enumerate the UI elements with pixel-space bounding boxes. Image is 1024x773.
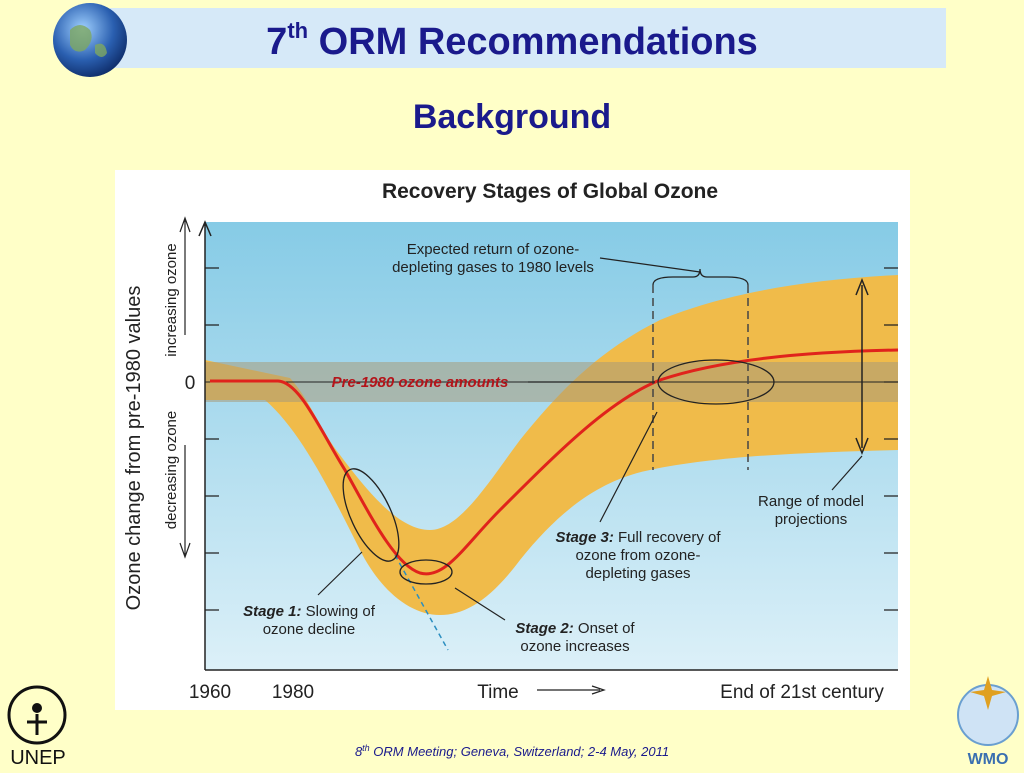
stage-note: ozone decline	[263, 621, 356, 638]
x-label: 1960	[189, 682, 231, 703]
globe-land	[70, 25, 107, 57]
range-note: projections	[775, 511, 848, 528]
direction-arrows	[179, 216, 191, 559]
stage-text: Onset of	[574, 620, 636, 637]
stage-label: Stage 1:	[243, 603, 301, 620]
header-banner	[110, 8, 946, 68]
stage-note: Stage 3: Full recovery of	[555, 529, 721, 546]
stage-note: Stage 1: Slowing of	[243, 603, 376, 620]
ozone-curve	[210, 348, 899, 576]
stage-note: ozone from ozone-	[575, 547, 700, 564]
return-note: Expected return of ozone-	[407, 241, 580, 258]
stage-label: Stage 3:	[555, 529, 613, 546]
title-base: 7	[266, 21, 287, 63]
leader-lines	[317, 257, 863, 621]
footer-sup: th	[362, 743, 370, 753]
time-arrow	[537, 685, 606, 695]
axes	[198, 220, 898, 671]
stage-text: Slowing of	[301, 603, 375, 620]
unep-text: UNEP	[10, 747, 66, 768]
wmo-logo: WMO	[957, 676, 1019, 768]
footer-base: 8	[355, 744, 363, 759]
stage2-ellipse	[399, 559, 453, 585]
stage-text: Full recovery of	[614, 529, 722, 546]
stage3-ellipse	[657, 359, 775, 405]
stage-note: Stage 2: Onset of	[515, 620, 635, 637]
y-increasing: increasing ozone	[163, 243, 180, 356]
tick-marks	[205, 267, 898, 611]
baseline-label: Pre-1980 ozone amounts	[332, 374, 509, 391]
footer: 8th ORM Meeting; Geneva, Switzerland; 2-…	[355, 743, 669, 759]
figure-title: Recovery Stages of Global Ozone	[382, 180, 718, 203]
x-label: 1980	[272, 682, 314, 703]
x-label: Time	[477, 682, 519, 703]
stage-note: ozone increases	[520, 638, 629, 655]
stage-label: Stage 2:	[515, 620, 573, 637]
wmo-text: WMO	[968, 751, 1009, 768]
y-axis-label: Ozone change from pre-1980 values	[123, 286, 145, 611]
brace	[652, 268, 749, 286]
return-note: depleting gases to 1980 levels	[392, 259, 594, 276]
stage-note: depleting gases	[585, 565, 690, 582]
subtitle: Background	[413, 98, 611, 136]
title-sup: th	[287, 18, 308, 43]
title-rest: ORM Recommendations	[308, 21, 758, 63]
extrapolation	[394, 554, 449, 651]
y-decreasing: decreasing ozone	[163, 411, 180, 529]
footer-rest: ORM Meeting; Geneva, Switzerland; 2-4 Ma…	[370, 744, 669, 759]
y-zero: 0	[185, 373, 196, 394]
range-note: Range of model	[758, 493, 864, 510]
title: 7th ORM Recommendations	[266, 18, 758, 63]
x-label: End of 21st century	[720, 682, 884, 703]
unep-logo: UNEP	[7, 685, 67, 769]
stage1-ellipse	[342, 468, 400, 562]
range-arrow	[855, 277, 869, 456]
